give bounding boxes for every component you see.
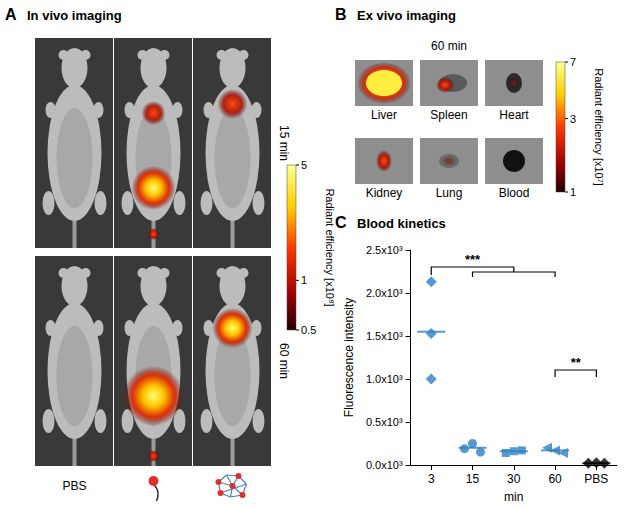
svg-text:3: 3 — [428, 472, 435, 486]
svg-text:5: 5 — [301, 159, 307, 171]
svg-text:1.0x10³: 1.0x10³ — [366, 373, 403, 385]
svg-text:Heart: Heart — [499, 108, 529, 122]
svg-text:In vivo imaging: In vivo imaging — [27, 8, 122, 23]
svg-text:Blood: Blood — [499, 186, 530, 200]
svg-text:15: 15 — [466, 472, 480, 486]
svg-text:Kidney: Kidney — [366, 186, 403, 200]
svg-text:7: 7 — [570, 56, 576, 68]
svg-text:60: 60 — [548, 472, 562, 486]
svg-text:Ex vivo imaging: Ex vivo imaging — [357, 8, 456, 23]
svg-text:Lung: Lung — [436, 186, 463, 200]
svg-text:B: B — [335, 6, 347, 23]
svg-text:15 min: 15 min — [277, 125, 291, 161]
svg-text:2.5x10³: 2.5x10³ — [366, 244, 403, 256]
svg-text:60 min: 60 min — [277, 343, 291, 379]
svg-text:0.5: 0.5 — [301, 324, 316, 336]
svg-text:60 min: 60 min — [431, 39, 467, 53]
svg-text:C: C — [335, 214, 347, 231]
svg-text:Fluorescence intensity: Fluorescence intensity — [342, 298, 356, 417]
svg-text:3: 3 — [570, 113, 576, 125]
svg-text:1.5x10³: 1.5x10³ — [366, 330, 403, 342]
svg-text:0.0x10³: 0.0x10³ — [366, 459, 403, 471]
svg-text:**: ** — [571, 355, 582, 370]
svg-text:2.0x10³: 2.0x10³ — [366, 287, 403, 299]
svg-text:Liver: Liver — [371, 108, 397, 122]
svg-text:Radiant efficiency [x10⁸]: Radiant efficiency [x10⁸] — [324, 188, 336, 306]
svg-text:PBS: PBS — [62, 479, 86, 493]
svg-text:1: 1 — [301, 274, 307, 286]
svg-text:***: *** — [465, 252, 481, 267]
svg-text:0.5x10³: 0.5x10³ — [366, 416, 403, 428]
svg-text:Spleen: Spleen — [430, 108, 467, 122]
svg-text:min: min — [504, 490, 523, 504]
svg-text:30: 30 — [507, 472, 521, 486]
svg-text:Blood kinetics: Blood kinetics — [357, 216, 446, 231]
svg-text:PBS: PBS — [584, 472, 608, 486]
svg-text:A: A — [5, 6, 17, 23]
svg-text:Radiant efficiency [x10⁷]: Radiant efficiency [x10⁷] — [593, 68, 605, 186]
svg-text:1: 1 — [570, 186, 576, 198]
